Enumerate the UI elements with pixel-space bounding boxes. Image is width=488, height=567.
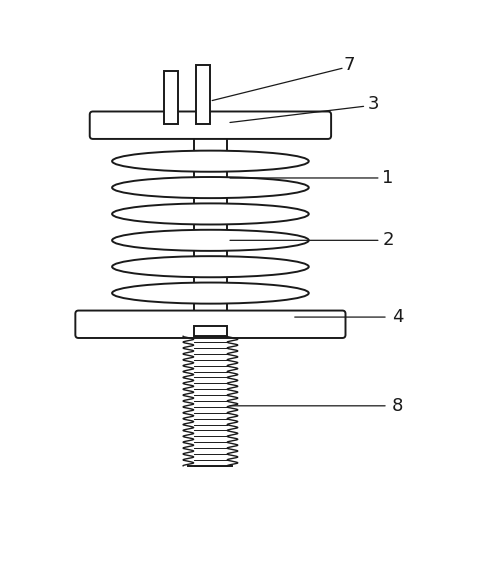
Text: 8: 8 (392, 397, 403, 415)
Text: 1: 1 (382, 169, 394, 187)
Ellipse shape (112, 204, 309, 225)
Ellipse shape (112, 230, 309, 251)
Text: 4: 4 (392, 308, 403, 326)
Text: 3: 3 (368, 95, 379, 113)
Bar (194, 123, 227, 334)
FancyBboxPatch shape (75, 311, 346, 338)
Bar (194, 325, 227, 336)
Bar (164, 71, 178, 124)
Bar (196, 65, 210, 124)
Ellipse shape (112, 177, 309, 198)
Ellipse shape (112, 256, 309, 277)
Text: 2: 2 (382, 231, 394, 249)
Ellipse shape (112, 151, 309, 172)
Ellipse shape (112, 282, 309, 304)
Text: 7: 7 (344, 56, 355, 74)
FancyBboxPatch shape (90, 112, 331, 139)
